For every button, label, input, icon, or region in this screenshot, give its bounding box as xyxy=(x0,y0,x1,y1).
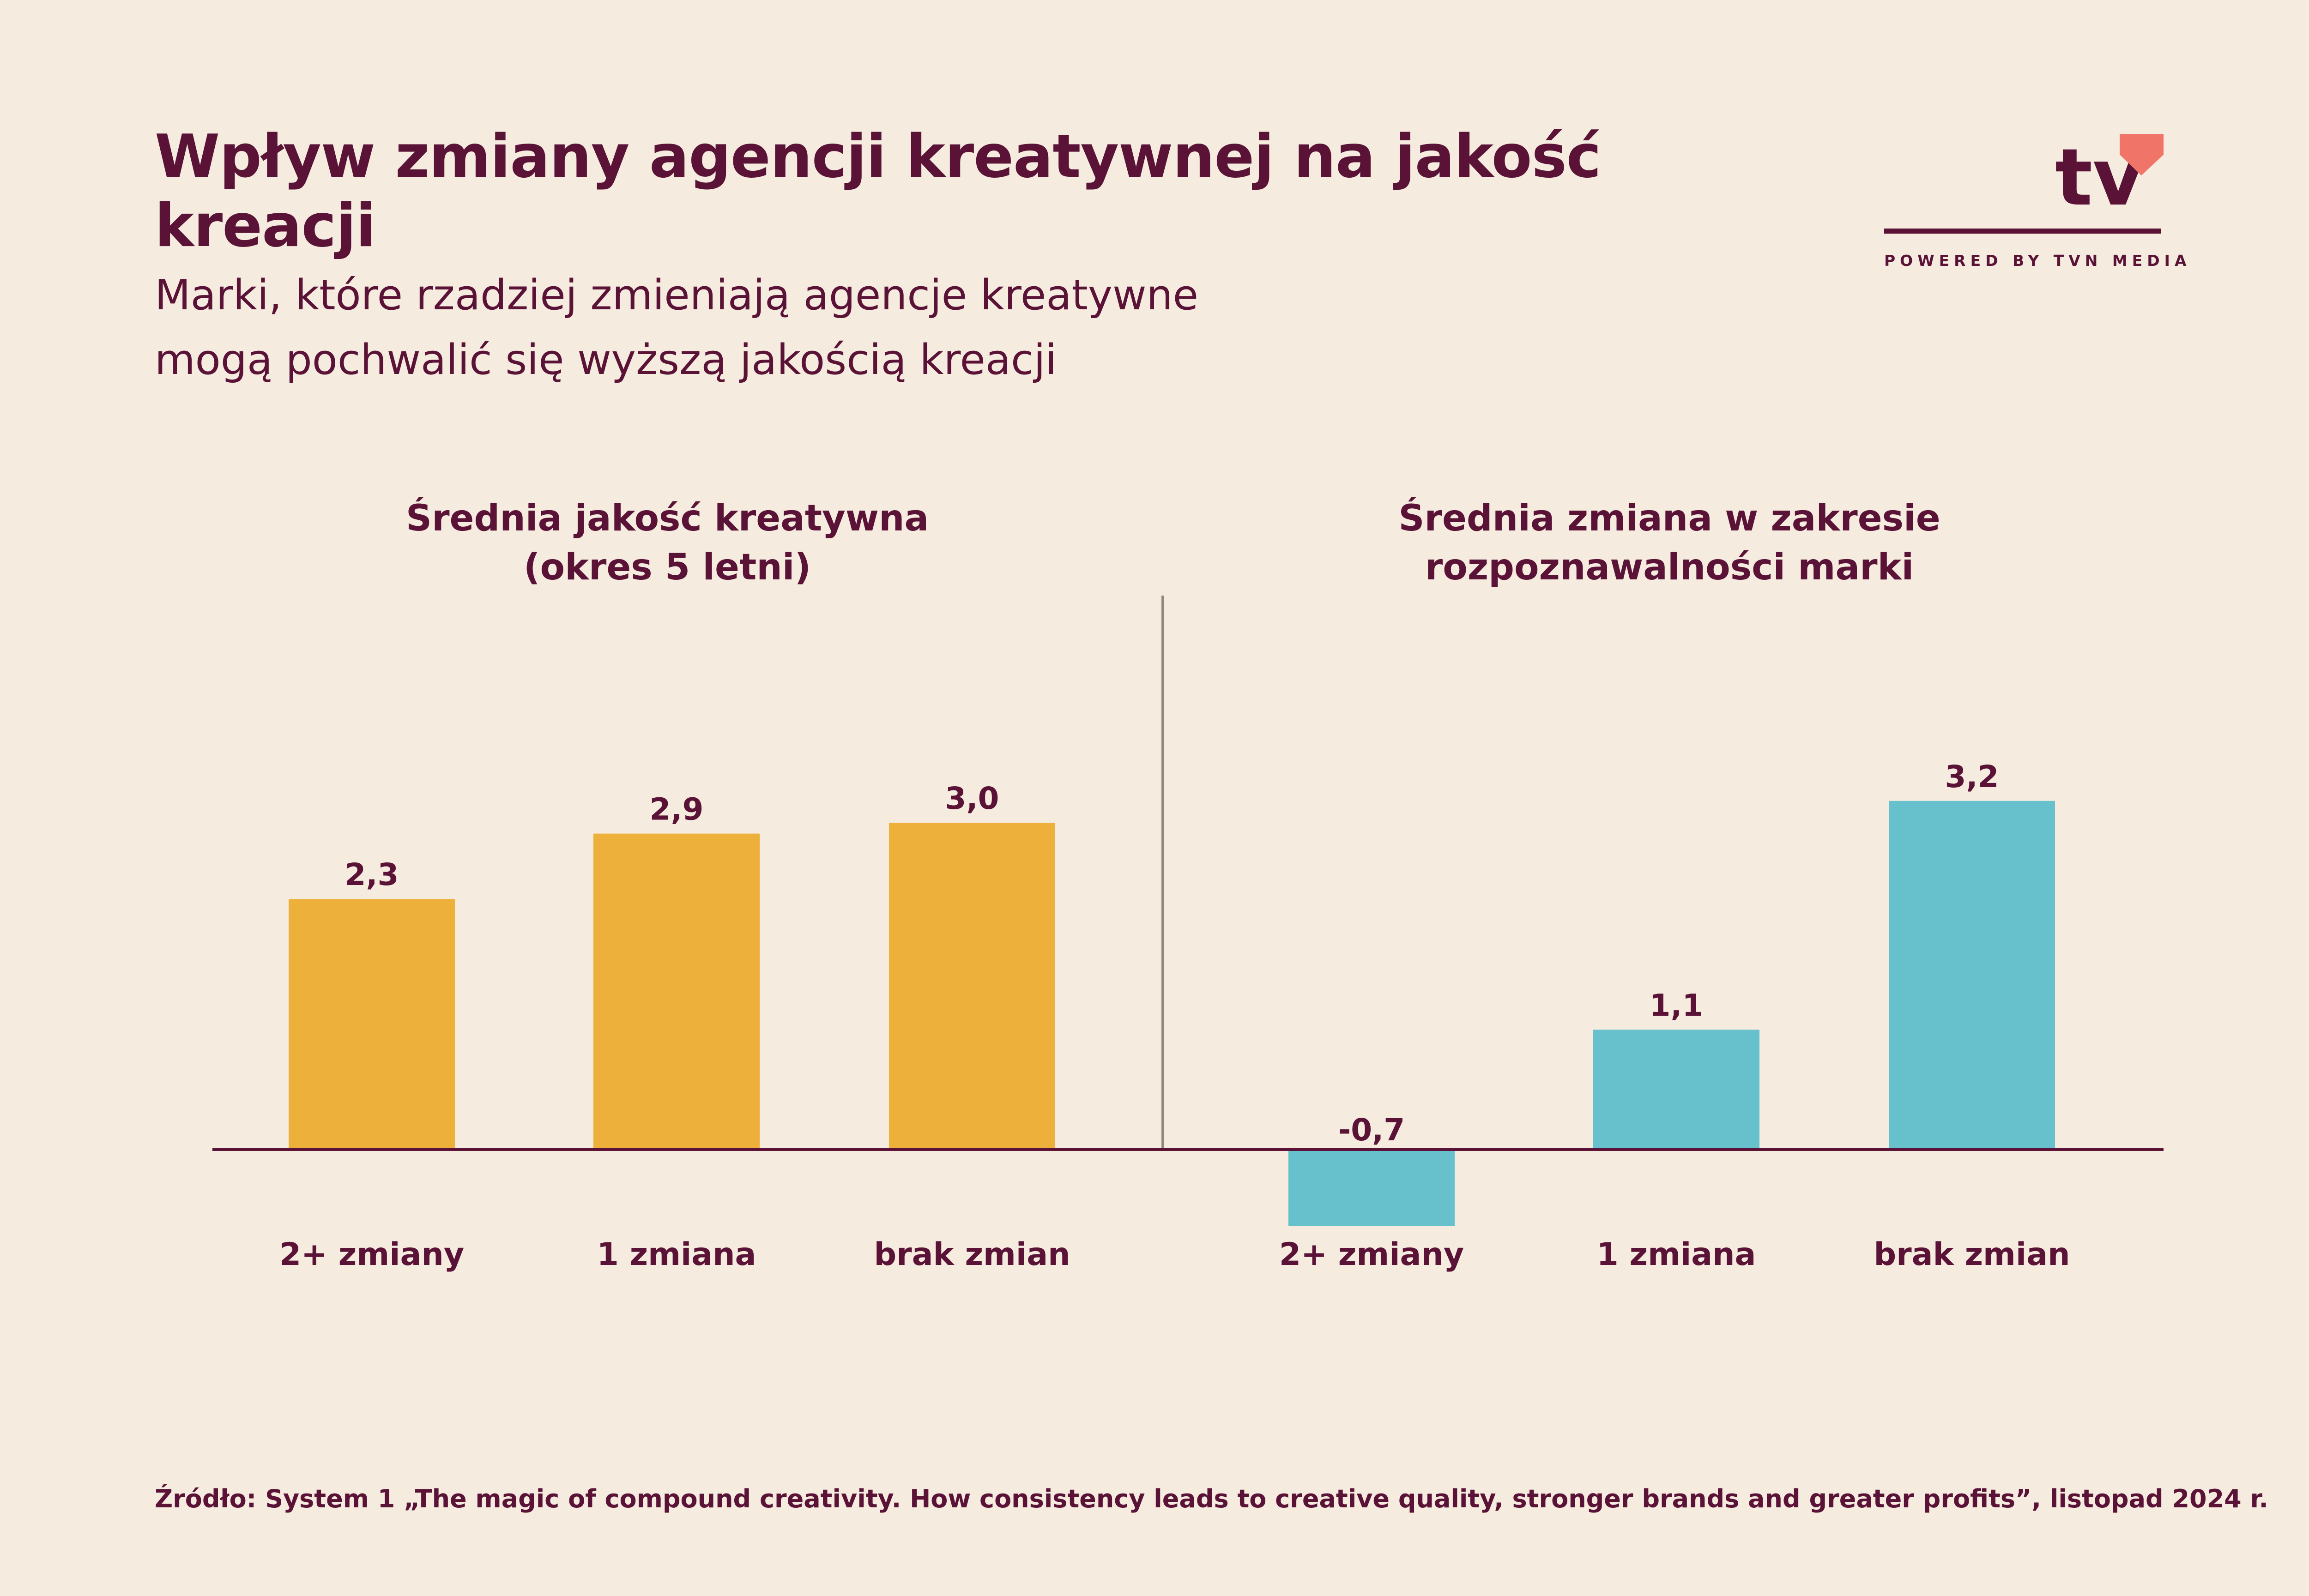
right-category-label-2: 1 zmiana xyxy=(1597,1236,1756,1273)
left-category-label-3: brak zmian xyxy=(874,1236,1070,1273)
page-title: Wpływ zmiany agencji kreatywnej na jakoś… xyxy=(155,122,1602,260)
right-bar-3 xyxy=(1889,801,2055,1150)
tvn-logo: tv POWERED BY TVN MEDIA xyxy=(1884,129,2191,277)
right-bar-1 xyxy=(1288,1150,1455,1226)
source-note: Źródło: System 1 „The magic of compound … xyxy=(155,1484,2269,1513)
left-bar-1 xyxy=(289,899,455,1150)
right-category-label-3: brak zmian xyxy=(1874,1236,2070,1273)
left-chart-title-line-1: Średnia jakość kreatywna xyxy=(405,498,929,539)
right-bar-value-1: -0,7 xyxy=(1338,1112,1405,1148)
left-bar-3 xyxy=(889,823,1055,1150)
left-chart-title-line-2: (okres 5 letni) xyxy=(523,547,811,588)
left-category-label-2: 1 zmiana xyxy=(597,1236,756,1273)
right-bar-value-3: 3,2 xyxy=(1945,759,1999,795)
logo-tagline: POWERED BY TVN MEDIA xyxy=(1884,252,2191,270)
logo-divider xyxy=(1884,229,2161,234)
subtitle-line-1: Marki, które rzadziej zmieniają agencje … xyxy=(155,271,1199,319)
left-bar-value-3: 3,0 xyxy=(945,781,999,816)
left-bar-value-2: 2,9 xyxy=(650,792,704,827)
left-bar-2 xyxy=(593,833,760,1150)
heart-icon xyxy=(2120,134,2164,175)
page-subtitle: Marki, które rzadziej zmieniają agencje … xyxy=(155,263,1402,392)
subtitle-line-2: mogą pochwalić się wyższą jakością kreac… xyxy=(155,336,1057,384)
left-chart-title: Średnia jakość kreatywna (okres 5 letni) xyxy=(344,494,991,592)
right-bar-2 xyxy=(1593,1030,1759,1150)
right-category-label-1: 2+ zmiany xyxy=(1279,1236,1464,1273)
left-bar-value-1: 2,3 xyxy=(345,857,399,892)
right-chart-title-line-1: Średnia zmiana w zakresie xyxy=(1398,498,1940,539)
header: Wpływ zmiany agencji kreatywnej na jakoś… xyxy=(155,122,1817,392)
right-chart-title: Średnia zmiana w zakresie rozpoznawalnoś… xyxy=(1346,494,1993,592)
left-category-label-1: 2+ zmiany xyxy=(279,1236,464,1273)
right-bar-value-2: 1,1 xyxy=(1650,988,1704,1023)
right-chart-title-line-2: rozpoznawalności marki xyxy=(1425,547,1914,588)
